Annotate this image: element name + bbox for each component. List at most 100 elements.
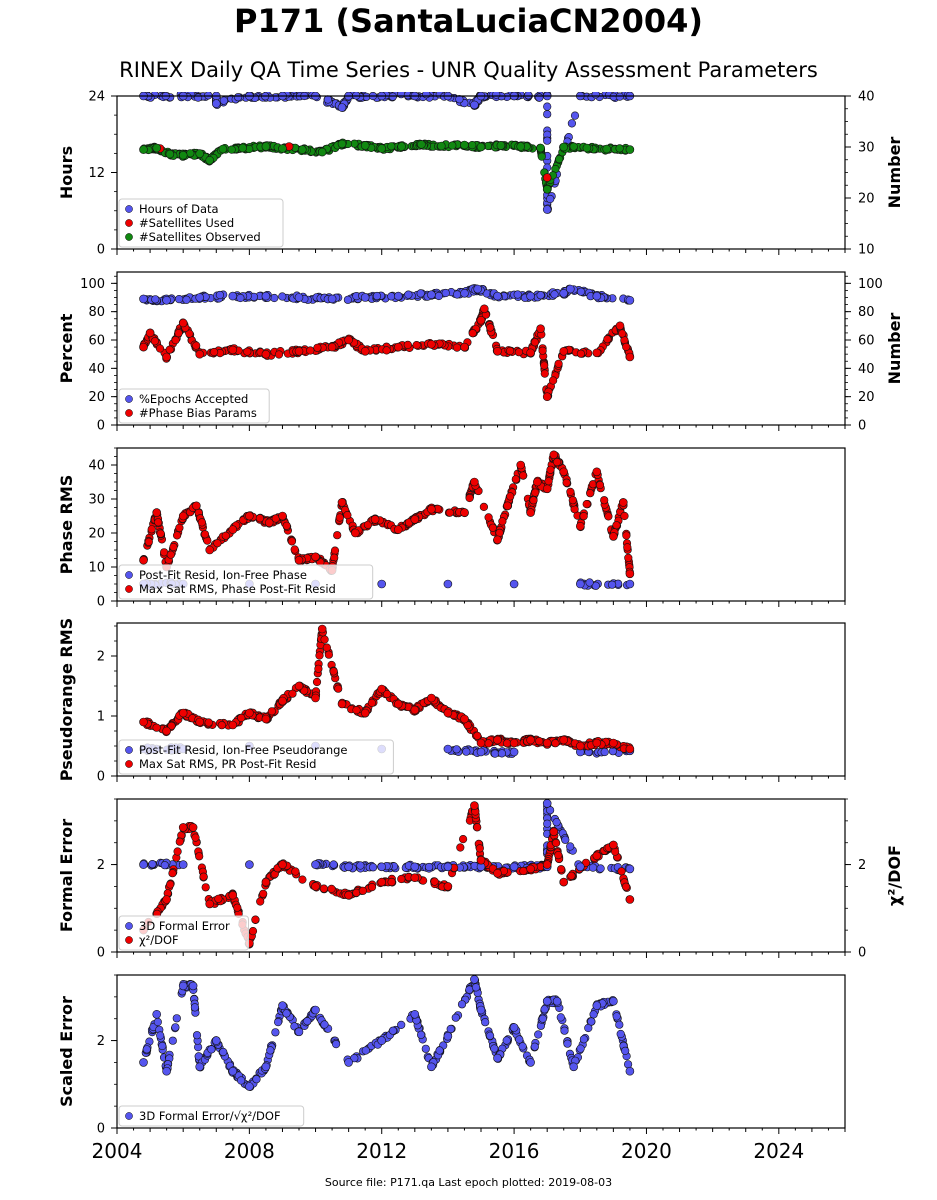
scatter-cloud: [535, 736, 544, 746]
y2-tick-label: 20: [858, 390, 875, 405]
scatter-point: [625, 569, 635, 579]
scatter-point: [195, 149, 204, 158]
panel-pseudorange-rms: 0 1 2 Pseudorange RMS Post-Fit Resid, Ion-Fr…: [57, 618, 846, 785]
legend-marker: [125, 571, 133, 579]
scatter-cloud: [462, 747, 471, 756]
scatter-point: [609, 738, 618, 748]
scatter-cloud: [456, 843, 465, 852]
scatter-point: [592, 738, 602, 748]
scatter-point: [427, 504, 436, 514]
scatter-cloud: [171, 336, 180, 345]
legend: Hours of Data#Satellites Used#Satellites…: [118, 198, 284, 248]
scatter-cloud: [585, 578, 594, 587]
scatter-point: [509, 579, 519, 589]
scatter-point: [162, 726, 171, 736]
scatter-point: [625, 744, 635, 754]
scatter-cloud: [329, 860, 338, 869]
legend-box: [118, 1105, 305, 1127]
scatter-point: [592, 348, 602, 358]
scatter-point: [565, 284, 575, 294]
scatter-point: [337, 699, 347, 709]
y-tick-label: 0: [97, 770, 105, 785]
scatter-point: [460, 714, 469, 724]
scatter-cloud: [327, 884, 336, 894]
scatter-point: [410, 515, 420, 524]
scatter-cloud: [540, 369, 549, 378]
legend-marker: [125, 585, 133, 593]
scatter-cloud: [537, 152, 546, 161]
scatter-cloud: [290, 545, 299, 554]
scatter-point: [526, 735, 535, 745]
scatter-point: [443, 1031, 453, 1041]
scatter-cloud: [165, 345, 174, 354]
y-tick-label: 30: [88, 493, 105, 508]
scatter-cloud: [554, 359, 563, 368]
scatter-cloud: [490, 749, 500, 758]
legend-label: %Epochs Accepted: [139, 392, 248, 406]
scatter-cloud: [182, 295, 191, 304]
y2-tick-label: 20: [858, 192, 875, 207]
scatter-cloud: [531, 488, 540, 497]
scatter-cloud: [503, 739, 512, 748]
scatter-cloud: [579, 511, 588, 521]
scatter-point: [228, 890, 238, 900]
scatter-cloud: [591, 92, 600, 99]
scatter-cloud: [322, 643, 332, 652]
scatter-point: [261, 349, 271, 359]
scatter-cloud: [546, 194, 555, 204]
legend-label: #Phase Bias Params: [139, 406, 257, 420]
scatter-point: [297, 145, 307, 154]
legend-marker: [125, 205, 133, 213]
scatter-point: [294, 1027, 304, 1037]
legend-marker: [125, 395, 133, 403]
scatter-cloud: [455, 95, 464, 104]
scatter-cloud: [168, 1036, 177, 1045]
scatter-point: [228, 1066, 238, 1076]
scatter-cloud: [544, 477, 553, 486]
scatter-cloud: [576, 287, 586, 296]
scatter-cloud: [473, 823, 482, 832]
scatter-cloud: [204, 718, 213, 727]
scatter-cloud: [194, 93, 203, 102]
scatter-point: [542, 205, 552, 214]
scatter-point: [228, 525, 238, 534]
scatter-cloud: [561, 835, 570, 844]
scatter-point: [337, 139, 347, 149]
scatter-cloud: [620, 511, 629, 521]
scatter-point: [205, 156, 214, 165]
scatter-point: [618, 498, 628, 507]
x-tick-label: 2016: [489, 1139, 540, 1163]
scatter-cloud: [323, 95, 333, 104]
scatter-cloud: [452, 343, 462, 352]
y-axis-label: Scaled Error: [57, 996, 76, 1107]
scatter-point: [410, 862, 420, 872]
scatter-point: [625, 1066, 635, 1076]
plot-area: [139, 799, 635, 949]
scatter-point: [264, 518, 274, 528]
scatter-point: [609, 532, 618, 541]
scatter-point: [436, 141, 446, 151]
scatter-cloud: [600, 747, 609, 757]
scatter-cloud: [513, 290, 522, 299]
scatter-cloud: [530, 1042, 539, 1051]
y-tick-label: 10: [88, 561, 105, 576]
scatter-cloud: [192, 1031, 202, 1040]
scatter-cloud: [236, 293, 245, 303]
scatter-point: [278, 696, 287, 706]
scatter-point: [476, 315, 486, 325]
scatter-point: [427, 693, 436, 703]
y2-tick-label: 80: [858, 305, 875, 320]
scatter-cloud: [207, 1045, 216, 1054]
y-tick-label: 0: [97, 243, 105, 258]
scatter-point: [549, 450, 559, 460]
scatter-point: [162, 352, 171, 362]
scatter-point: [476, 738, 486, 748]
scatter-cloud: [569, 142, 578, 151]
y-axis-label: Hours: [57, 146, 76, 199]
scatter-point: [228, 720, 238, 730]
scatter-point: [443, 862, 453, 872]
scatter-point: [152, 143, 161, 153]
scatter-cloud: [600, 496, 609, 505]
